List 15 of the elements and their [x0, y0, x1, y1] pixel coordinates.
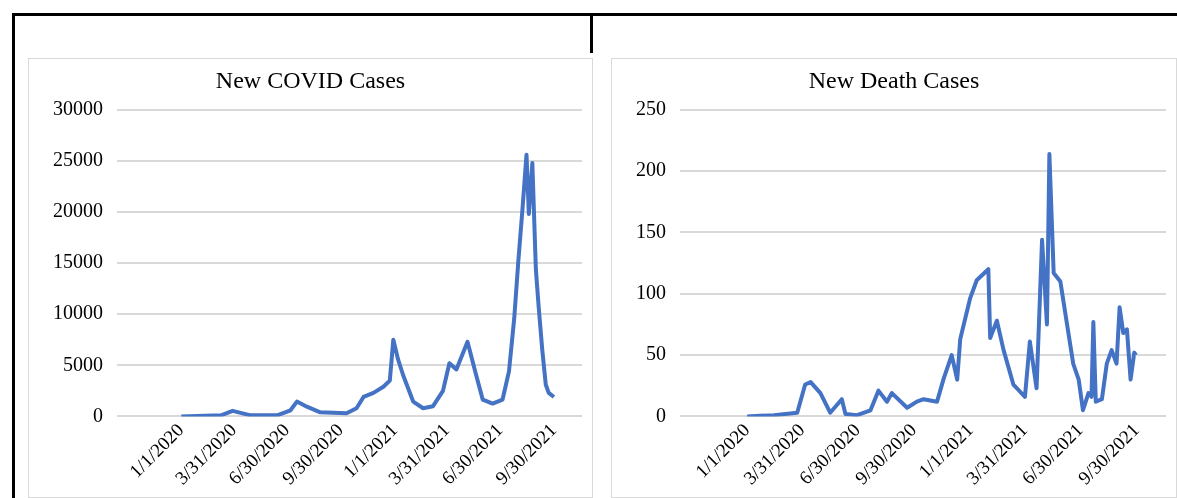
y-tick-label: 15000	[53, 250, 103, 273]
y-tick-label: 10000	[53, 301, 103, 324]
y-tick-label: 20000	[53, 199, 103, 222]
chart-title: New COVID Cases	[215, 66, 406, 93]
y-tick-label: 5000	[63, 352, 103, 375]
y-tick-label: 25000	[53, 148, 103, 171]
y-tick-label: 0	[656, 403, 666, 426]
chart-title: New Death Cases	[808, 66, 980, 93]
y-tick-label: 30000	[53, 97, 103, 120]
y-tick-label: 100	[636, 281, 666, 303]
y-tick-label: 200	[636, 158, 666, 181]
y-tick-label: 250	[636, 97, 666, 120]
y-tick-label: 0	[93, 403, 103, 426]
y-tick-label: 150	[636, 219, 666, 242]
y-tick-label: 50	[646, 342, 666, 365]
